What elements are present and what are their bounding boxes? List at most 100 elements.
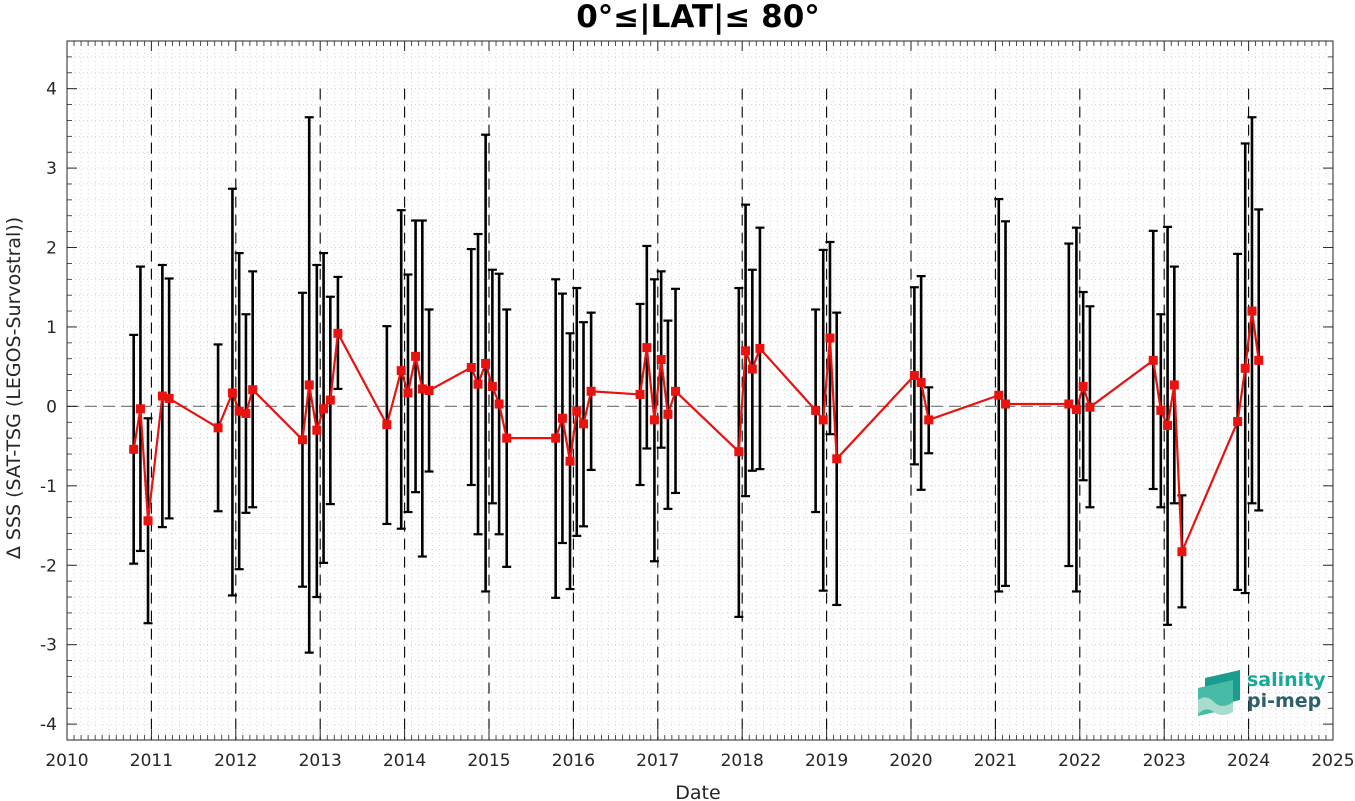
data-point-marker bbox=[473, 379, 483, 389]
data-point-marker bbox=[312, 425, 322, 435]
data-point-marker bbox=[635, 389, 645, 399]
data-point-marker bbox=[494, 399, 504, 409]
data-point-marker bbox=[747, 364, 757, 374]
axis-ticks bbox=[66, 40, 1334, 741]
data-point-marker bbox=[909, 370, 919, 380]
data-point-marker bbox=[382, 420, 392, 430]
data-point-marker bbox=[227, 388, 237, 398]
data-point-marker bbox=[135, 404, 145, 414]
y-tick-labels: 4 3 2 1 0 -1 -2 -3 -4 bbox=[40, 80, 57, 735]
x-tick-label: 2018 bbox=[721, 751, 764, 771]
data-point-marker bbox=[481, 358, 491, 368]
y-tick-label: -1 bbox=[40, 477, 57, 497]
data-point-marker bbox=[755, 343, 765, 353]
data-point-marker bbox=[551, 433, 561, 443]
data-point-marker bbox=[248, 385, 258, 395]
x-tick-label: 2012 bbox=[214, 751, 257, 771]
x-tick-label: 2023 bbox=[1143, 751, 1186, 771]
data-point-marker bbox=[916, 378, 926, 388]
data-point-marker bbox=[1240, 363, 1250, 373]
y-tick-label: 3 bbox=[46, 159, 57, 179]
data-point-marker bbox=[466, 362, 476, 372]
x-tick-label: 2022 bbox=[1058, 751, 1101, 771]
salinity-pi-mep-logo: salinity pi-mep bbox=[1198, 669, 1326, 716]
y-axis-label: Δ SSS (SAT-TSG (LEGOS-Survostral)) bbox=[3, 217, 25, 559]
data-point-marker bbox=[811, 405, 821, 415]
x-tick-label: 2019 bbox=[805, 751, 848, 771]
x-tick-label: 2010 bbox=[45, 751, 88, 771]
data-point-marker bbox=[1148, 355, 1158, 365]
x-tick-label: 2014 bbox=[383, 751, 426, 771]
data-point-marker bbox=[213, 423, 223, 433]
data-point-marker bbox=[325, 395, 335, 405]
data-point-marker bbox=[734, 447, 744, 457]
data-point-marker bbox=[663, 409, 673, 419]
logo-salinity-text: salinity bbox=[1247, 669, 1326, 691]
data-point-marker bbox=[1177, 547, 1187, 557]
data-point-marker bbox=[487, 382, 497, 392]
data-point-marker bbox=[572, 406, 582, 416]
data-point-marker bbox=[671, 386, 681, 396]
data-point-marker bbox=[1169, 380, 1179, 390]
data-point-marker bbox=[924, 415, 934, 425]
logo-pimep-text: pi-mep bbox=[1247, 690, 1321, 712]
data-point-marker bbox=[565, 456, 575, 466]
x-tick-label: 2013 bbox=[299, 751, 342, 771]
data-point-marker bbox=[557, 413, 567, 423]
y-tick-label: 2 bbox=[46, 239, 57, 259]
x-tick-label: 2020 bbox=[889, 751, 932, 771]
x-tick-label: 2016 bbox=[552, 751, 595, 771]
data-point-marker bbox=[1064, 399, 1074, 409]
y-tick-label: -2 bbox=[40, 556, 57, 576]
data-point-marker bbox=[143, 516, 153, 526]
x-tick-label: 2025 bbox=[1311, 751, 1354, 771]
x-tick-labels: 2010 2011 2012 2013 2014 2015 2016 2017 2018 2019… bbox=[45, 751, 1354, 771]
x-tick-label: 2024 bbox=[1227, 751, 1270, 771]
data-point-marker bbox=[656, 355, 666, 365]
data-point-marker bbox=[297, 435, 307, 445]
data-point-marker bbox=[304, 380, 314, 390]
data-point-marker bbox=[818, 415, 828, 425]
data-point-marker bbox=[129, 444, 139, 454]
y-tick-label: 4 bbox=[46, 80, 57, 100]
x-tick-label: 2015 bbox=[467, 751, 510, 771]
data-point-marker bbox=[1071, 405, 1081, 415]
data-point-marker bbox=[241, 409, 251, 419]
data-point-marker bbox=[164, 393, 174, 403]
data-point-marker bbox=[1247, 306, 1257, 316]
logo-graphic-icon bbox=[1198, 670, 1240, 716]
data-point-marker bbox=[424, 386, 434, 395]
data-point-marker bbox=[1233, 416, 1243, 426]
data-point-marker bbox=[832, 454, 842, 464]
data-point-marker bbox=[1163, 420, 1173, 430]
data-point-marker bbox=[1085, 402, 1095, 412]
data-point-marker bbox=[642, 343, 652, 353]
x-tick-label: 2011 bbox=[130, 751, 173, 771]
y-tick-label: 0 bbox=[46, 397, 57, 417]
data-point-marker bbox=[579, 419, 589, 429]
data-point-marker bbox=[411, 351, 421, 361]
series-markers bbox=[129, 306, 1264, 557]
data-point-marker bbox=[1078, 382, 1088, 392]
x-tick-label: 2021 bbox=[974, 751, 1017, 771]
data-point-marker bbox=[994, 390, 1004, 400]
data-point-marker bbox=[333, 328, 343, 338]
data-point-marker bbox=[649, 415, 659, 425]
data-point-marker bbox=[319, 404, 329, 414]
data-point-marker bbox=[502, 433, 512, 443]
data-point-marker bbox=[825, 333, 835, 343]
chart-title: 0°≤|LAT|≤ 80° bbox=[576, 0, 820, 35]
y-tick-label: -4 bbox=[40, 715, 57, 735]
data-point-marker bbox=[586, 386, 596, 396]
data-point-marker bbox=[396, 366, 406, 376]
y-tick-label: -3 bbox=[40, 636, 57, 656]
data-point-marker bbox=[1001, 399, 1011, 409]
data-point-marker bbox=[741, 346, 751, 356]
data-point-marker bbox=[1254, 355, 1264, 365]
data-point-marker bbox=[1156, 405, 1166, 415]
minor-grid bbox=[66, 40, 1334, 741]
x-tick-label: 2017 bbox=[636, 751, 679, 771]
data-point-marker bbox=[403, 388, 413, 398]
y-tick-label: 1 bbox=[46, 318, 57, 338]
